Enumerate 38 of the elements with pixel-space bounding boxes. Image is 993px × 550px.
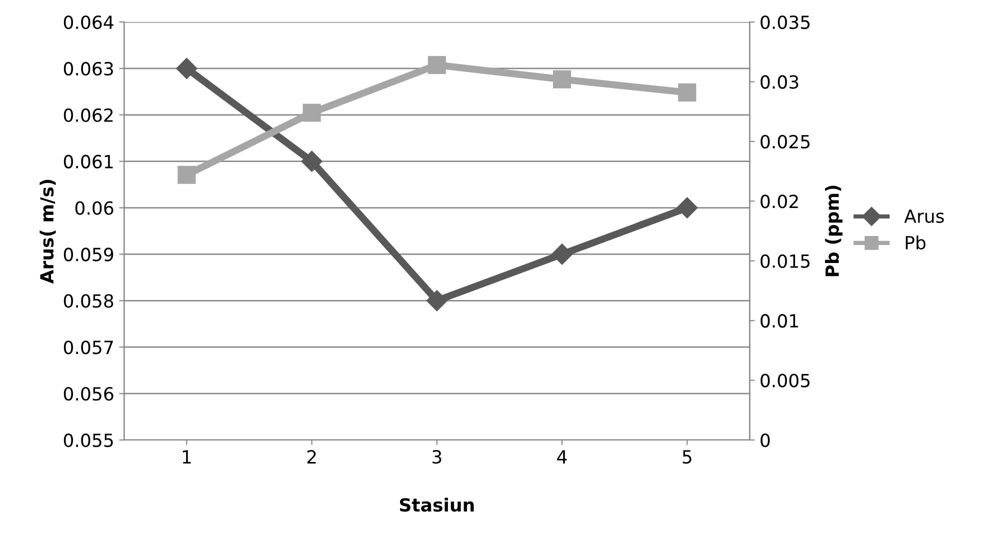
point — [426, 290, 448, 312]
point — [553, 70, 572, 88]
x-tick-label: 1 — [182, 450, 191, 464]
y-tick-label: 0.057 — [64, 340, 113, 354]
y2-tick-label: 0.005 — [760, 374, 810, 388]
y-tick-label: 0.063 — [64, 62, 113, 76]
y-tick-label: 0.06 — [75, 201, 114, 215]
point — [176, 58, 198, 79]
legend-label: Pb — [906, 236, 926, 250]
point — [302, 104, 321, 122]
y-tick-label: 0.064 — [64, 15, 114, 30]
y-tick-label: 0.058 — [64, 294, 114, 308]
x-tick-label: 2 — [307, 450, 316, 464]
point — [178, 166, 196, 184]
y2-tick-label: 0.01 — [760, 314, 798, 328]
point — [428, 56, 446, 74]
y-tick-label: 0.055 — [64, 433, 113, 448]
x-tick-label: 4 — [557, 450, 567, 464]
point — [678, 83, 696, 102]
point — [676, 197, 698, 218]
y2-tick-label: 0.03 — [760, 75, 798, 89]
y2-axis-title: Pb (ppm) — [825, 186, 842, 276]
point — [301, 150, 322, 172]
y-axis-title: Arus( m/s) — [40, 180, 56, 284]
y2-tick-label: 0.035 — [760, 15, 810, 30]
y-tick-label: 0.059 — [64, 248, 114, 262]
y-tick-label: 0.056 — [64, 387, 114, 401]
y2-tick-label: 0.02 — [760, 194, 798, 208]
y-tick-label: 0.061 — [64, 154, 113, 168]
x-tick-label: 3 — [432, 450, 442, 464]
legend-label: Arus — [904, 210, 944, 223]
point — [552, 244, 573, 265]
x-tick-label: 5 — [682, 450, 692, 464]
x-axis-title: Stasiun — [400, 498, 474, 512]
y-tick-label: 0.062 — [64, 108, 113, 122]
y2-tick-label: 0.025 — [760, 134, 810, 149]
y2-tick-label: 0.015 — [760, 254, 810, 268]
y2-tick-label: 0 — [760, 433, 770, 448]
